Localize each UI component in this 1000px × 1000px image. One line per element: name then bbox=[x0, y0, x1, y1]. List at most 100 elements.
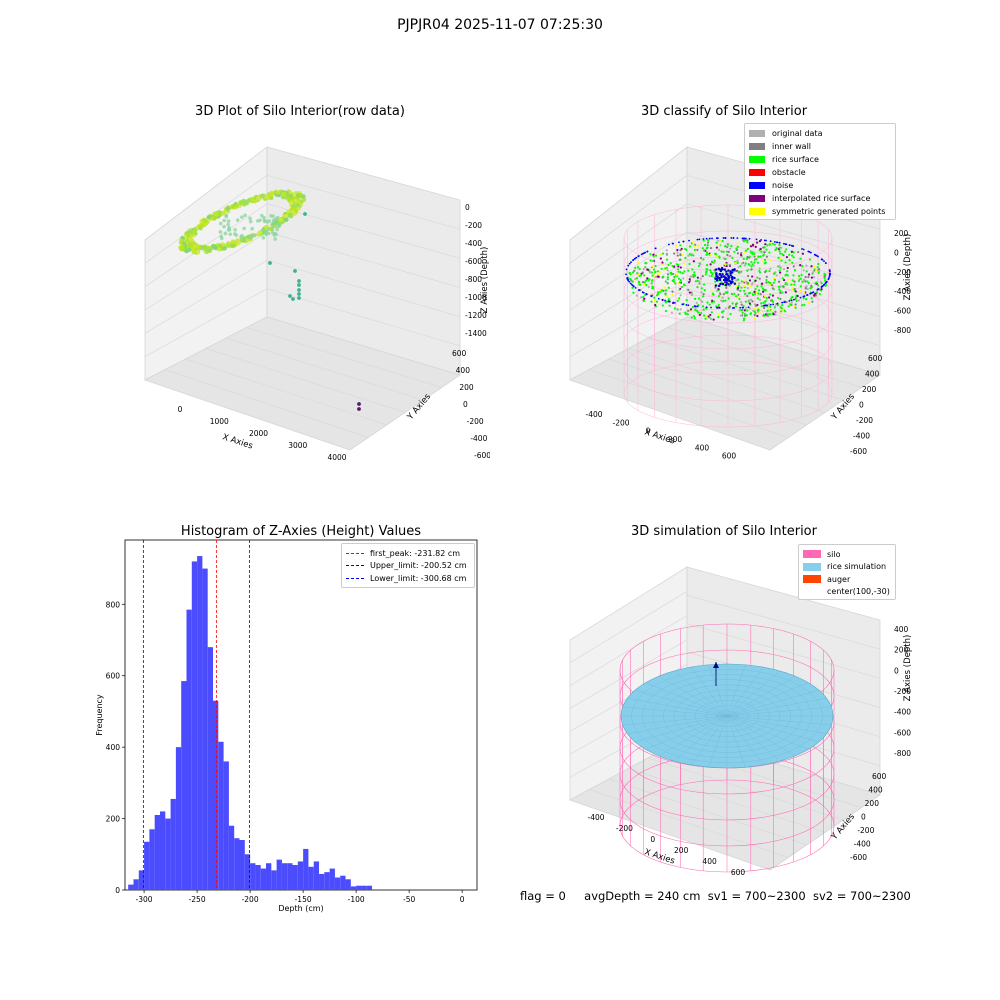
classified-point bbox=[760, 250, 763, 253]
rice-mesh-line bbox=[645, 682, 728, 717]
classified-point bbox=[737, 293, 740, 296]
grid-line bbox=[686, 203, 881, 259]
x-tick-label: 0 bbox=[178, 405, 183, 414]
x-tick-label: -200 bbox=[616, 824, 633, 833]
classified-point bbox=[656, 270, 660, 273]
legend-swatch bbox=[749, 208, 765, 215]
y-tick-label: 0 bbox=[859, 401, 864, 410]
classified-point bbox=[794, 306, 797, 309]
outlier-point bbox=[288, 294, 292, 298]
classified-point bbox=[683, 270, 686, 273]
classified-point bbox=[637, 262, 640, 265]
x-tick-label: -150 bbox=[295, 895, 312, 904]
legend-label: original data bbox=[772, 129, 823, 138]
ring-point bbox=[189, 242, 194, 248]
classified-point bbox=[739, 314, 743, 317]
histogram-bar bbox=[281, 863, 288, 890]
classified-point bbox=[787, 305, 790, 308]
legend-entry: Upper_limit: -200.52 cm bbox=[346, 560, 470, 573]
classified-point bbox=[664, 309, 668, 313]
classified-point bbox=[691, 268, 694, 271]
classified-point bbox=[714, 280, 717, 283]
rice-mesh-line bbox=[726, 682, 809, 717]
classified-point bbox=[679, 271, 682, 274]
classified-point bbox=[653, 296, 656, 299]
noise-point bbox=[696, 305, 699, 308]
classified-point bbox=[674, 282, 677, 285]
classified-point bbox=[661, 304, 664, 307]
classified-point bbox=[737, 270, 740, 273]
classified-point bbox=[808, 273, 811, 276]
classified-point bbox=[746, 287, 749, 290]
ring-point bbox=[260, 193, 265, 199]
classified-point bbox=[694, 307, 697, 310]
classified-point bbox=[725, 250, 729, 253]
classified-point bbox=[771, 300, 775, 303]
classified-point bbox=[686, 313, 689, 316]
classified-point bbox=[726, 242, 729, 246]
classified-point bbox=[801, 252, 805, 255]
panel3-title: Histogram of Z-Axies (Height) Values bbox=[180, 524, 422, 539]
classified-point bbox=[779, 285, 783, 288]
classified-point bbox=[677, 277, 681, 280]
z-tick-label: 200 bbox=[894, 229, 909, 238]
classified-point bbox=[805, 270, 808, 273]
histogram-bar bbox=[207, 647, 213, 890]
noise-point bbox=[673, 301, 676, 304]
classified-point bbox=[697, 311, 700, 314]
legend-entry: rice simulation bbox=[803, 561, 891, 574]
classified-point bbox=[746, 241, 749, 244]
noise-point bbox=[817, 255, 819, 258]
histogram-bar bbox=[319, 873, 325, 890]
classified-point bbox=[758, 240, 762, 243]
classified-point bbox=[670, 311, 673, 314]
classified-point bbox=[777, 280, 781, 283]
classified-point bbox=[816, 266, 819, 269]
classified-point bbox=[742, 319, 746, 322]
sv1-text: sv1 = 700~2300 bbox=[707, 889, 806, 903]
classified-point bbox=[676, 299, 679, 302]
noise-point bbox=[711, 237, 713, 240]
classified-point bbox=[758, 298, 762, 301]
classified-point bbox=[799, 263, 802, 267]
classified-point bbox=[690, 252, 693, 256]
noise-point bbox=[705, 237, 708, 240]
classified-point bbox=[666, 276, 669, 279]
rice-mesh-line bbox=[673, 715, 728, 762]
classified-point bbox=[778, 288, 781, 291]
y-tick-label: -600 bbox=[850, 853, 867, 862]
classified-point bbox=[687, 309, 690, 312]
classified-point bbox=[743, 314, 747, 317]
grid-line bbox=[608, 778, 807, 846]
y-tick-label: -400 bbox=[854, 840, 871, 849]
classified-point bbox=[676, 254, 679, 257]
classified-point bbox=[709, 246, 713, 250]
classified-point bbox=[778, 246, 781, 249]
classified-point bbox=[767, 281, 770, 284]
y-tick-label: 0 bbox=[861, 813, 866, 822]
histogram-bar bbox=[250, 863, 256, 890]
legend-swatch bbox=[749, 130, 765, 137]
classified-point bbox=[717, 313, 720, 316]
classified-point bbox=[704, 273, 707, 276]
classified-point bbox=[684, 256, 687, 260]
classified-point bbox=[764, 289, 767, 292]
rice-mesh-line bbox=[690, 667, 728, 717]
classified-point bbox=[705, 247, 708, 250]
classified-point bbox=[679, 249, 682, 252]
noise-point bbox=[718, 278, 722, 282]
classified-point bbox=[751, 243, 755, 246]
z-tick-label: -800 bbox=[465, 275, 482, 284]
ring-points bbox=[178, 189, 307, 255]
classified-point bbox=[654, 264, 657, 268]
noise-point bbox=[736, 237, 739, 240]
noise-point bbox=[776, 302, 779, 305]
classified-point bbox=[756, 314, 759, 318]
legend-entry: inner wall bbox=[749, 140, 891, 153]
classified-point bbox=[784, 250, 787, 253]
classified-point bbox=[766, 244, 769, 247]
classified-point bbox=[766, 309, 769, 312]
classified-point bbox=[795, 299, 798, 303]
noise-point bbox=[792, 245, 795, 248]
classified-point bbox=[803, 291, 806, 294]
